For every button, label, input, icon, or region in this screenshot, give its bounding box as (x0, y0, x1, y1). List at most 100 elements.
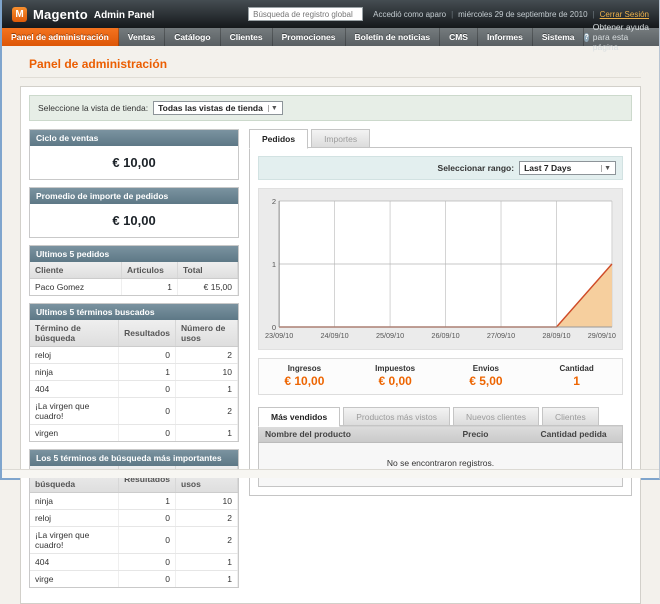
global-search-input[interactable] (248, 7, 364, 21)
bestsellers-grid: Nombre del producto Precio Cantidad pedida… (258, 425, 623, 487)
y-tick-label: 0 (272, 323, 276, 332)
help-link[interactable]: ? Obtener ayuda para esta página (584, 22, 659, 52)
table-cell: 0 (118, 553, 176, 571)
store-view-select[interactable]: Todas las vistas de tienda ▼ (153, 101, 283, 115)
dashboard-container: Seleccione la vista de tienda: Todas las… (20, 86, 641, 604)
total-envios: Envios € 5,00 (441, 364, 532, 388)
nav-item-informes[interactable]: Informes (478, 28, 533, 46)
x-tick-label: 26/09/10 (431, 331, 459, 340)
table-cell: 2 (175, 346, 238, 364)
lifetime-sales-value: € 10,00 (112, 155, 156, 170)
total-value: € 5,00 (469, 374, 503, 388)
x-tick-label: 23/09/10 (265, 331, 293, 340)
range-value: Last 7 Days (524, 163, 572, 173)
total-cantidad: Cantidad 1 (531, 364, 622, 388)
table-cell: ¡La virgen que cuadro! (30, 526, 120, 554)
column-header-total: Total (177, 262, 238, 279)
logout-link[interactable]: Cerrar Sesión (599, 9, 649, 19)
column-header-numero-de-usos: Número de usos (175, 320, 238, 347)
panel-title: Promedio de importe de pedidos (30, 188, 238, 204)
table-cell: ninja (30, 492, 120, 510)
nav-item-catalogo[interactable]: Catálogo (165, 28, 221, 46)
x-tick-label: 25/09/10 (376, 331, 404, 340)
tab-importes[interactable]: Importes (311, 129, 371, 148)
tab-productos-mas-vistos[interactable]: Productos más vistos (343, 407, 450, 426)
total-label: Ingresos (287, 364, 322, 373)
table-cell: 0 (118, 570, 176, 587)
nav-item-clientes[interactable]: Clientes (221, 28, 273, 46)
table-cell: virge (30, 570, 120, 587)
y-tick-label: 1 (272, 260, 276, 269)
store-view-value: Todas las vistas de tienda (158, 103, 263, 113)
column-header-termino-de-busqueda: Término de búsqueda (30, 320, 120, 347)
grid-column-nombre-del-producto: Nombre del producto (258, 425, 457, 443)
average-orders-value: € 10,00 (112, 213, 156, 228)
separator: | (451, 9, 454, 19)
orders-chart: 0 1 2 23/09/10 24/09/10 25/09/10 26/09/10 27/09… (258, 188, 623, 350)
range-select[interactable]: Last 7 Days ▼ (519, 161, 616, 175)
panel-title: Ultimos 5 términos buscados (30, 304, 238, 320)
page-footer (2, 469, 659, 478)
table-cell: 0 (118, 526, 176, 554)
last-orders-table: Cliente Articulos Total Paco Gomez 1 € 15,00 (30, 262, 238, 295)
panel-last-search-terms: Ultimos 5 términos buscados Término de b… (29, 303, 239, 442)
total-label: Cantidad (559, 364, 594, 373)
table-cell: 10 (175, 363, 238, 381)
chart-area-fill (279, 264, 612, 327)
table-row: ninja 1 10 (30, 492, 238, 510)
table-cell: Paco Gomez (30, 278, 122, 295)
total-impuestos: Impuestos € 0,00 (350, 364, 441, 388)
panel-average-orders: Promedio de importe de pedidos € 10,00 (29, 187, 239, 238)
table-cell: € 15,00 (177, 278, 238, 295)
nav-item-ventas[interactable]: Ventas (119, 28, 166, 46)
table-cell: ¡La virgen que cuadro! (30, 397, 120, 425)
table-cell: 0 (118, 424, 176, 441)
table-cell: 0 (118, 397, 176, 425)
chevron-down-icon: ▼ (601, 164, 613, 172)
chevron-down-icon: ▼ (267, 104, 280, 112)
tab-nuevos-clientes[interactable]: Nuevos clientes (453, 407, 540, 426)
total-value: € 10,00 (284, 374, 325, 388)
table-cell: 404 (30, 380, 120, 398)
column-header-cliente: Cliente (30, 262, 122, 279)
orders-area-chart: 0 1 2 23/09/10 24/09/10 25/09/10 26/09/10 27/09… (265, 197, 616, 340)
total-value: € 0,00 (378, 374, 412, 388)
nav-item-cms[interactable]: CMS (440, 28, 478, 46)
table-row: ¡La virgen que cuadro! 0 2 (30, 397, 238, 425)
chart-tabs: Pedidos Importes (249, 129, 632, 149)
nav-item-sistema[interactable]: Sistema (533, 28, 585, 46)
table-cell: reloj (30, 346, 120, 364)
y-tick-label: 2 (272, 197, 276, 206)
range-label: Seleccionar rango: (437, 163, 515, 173)
table-row: ninja 1 10 (30, 363, 238, 381)
table-cell: 0 (118, 509, 176, 527)
table-cell: 1 (175, 380, 238, 398)
brand-suffix: Admin Panel (93, 9, 155, 21)
nav-item-boletin-de-noticias[interactable]: Boletín de noticias (346, 28, 441, 46)
tab-pedidos[interactable]: Pedidos (249, 129, 309, 149)
table-row: reloj 0 2 (30, 346, 238, 364)
column-header-articulos: Articulos (121, 262, 178, 279)
tab-mas-vendidos[interactable]: Más vendidos (258, 407, 341, 427)
header-meta: Accedió como aparo | miércoles 29 de sep… (373, 10, 649, 19)
right-column: Pedidos Importes Seleccionar rango: Last … (249, 129, 632, 595)
content-row: Ciclo de ventas € 10,00 Promedio de impo… (29, 129, 632, 595)
help-icon: ? (584, 32, 589, 42)
table-header-row: Cliente Articulos Total (30, 262, 238, 279)
table-row: Paco Gomez 1 € 15,00 (30, 278, 238, 295)
current-date: miércoles 29 de septiembre de 2010 (458, 9, 588, 19)
grid-empty-row: No se encontraron registros. (258, 442, 623, 487)
last-search-table: Término de búsqueda Resultados Número de u… (30, 320, 238, 441)
total-value: 1 (573, 374, 580, 388)
total-label: Envios (472, 364, 499, 373)
table-row: 404 0 1 (30, 553, 238, 571)
nav-item-panel-de-administracion[interactable]: Panel de administración (2, 28, 119, 46)
tab-clientes[interactable]: Clientes (542, 407, 599, 426)
x-tick-label: 29/09/10 (588, 331, 616, 340)
nav-item-promociones[interactable]: Promociones (273, 28, 346, 46)
x-tick-label: 24/09/10 (320, 331, 348, 340)
table-cell: 1 (118, 492, 176, 510)
